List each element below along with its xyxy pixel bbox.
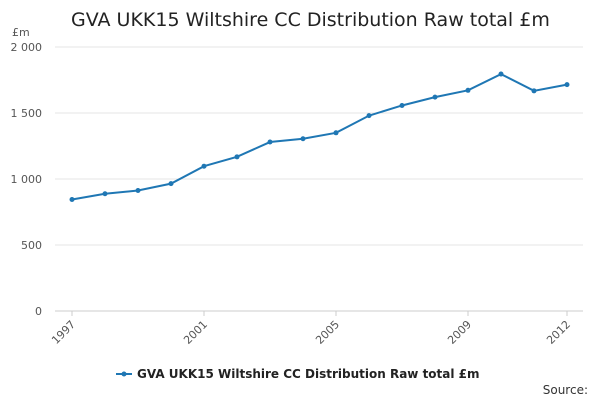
data-point-2006[interactable] [366,113,372,119]
y-tick-label: 1 500 [11,107,43,120]
y-axis-ticks: 0 500 1 000 1 500 2 000 [11,41,43,318]
data-point-2003[interactable] [267,139,273,145]
legend-label: GVA UKK15 Wiltshire CC Distribution Raw … [137,367,480,381]
legend-marker-swatch [121,371,127,377]
data-point-2004[interactable] [300,136,306,142]
x-tick-label: 2005 [313,318,342,347]
y-tick-label: 500 [21,239,42,252]
data-point-2002[interactable] [234,154,240,160]
y-tick-label: 1 000 [11,173,43,186]
data-point-2011[interactable] [531,88,537,94]
series-group [69,71,570,202]
chart-title: GVA UKK15 Wiltshire CC Distribution Raw … [71,9,550,31]
x-tick-label: 2001 [181,318,210,347]
data-point-2001[interactable] [201,163,207,169]
data-point-2010[interactable] [498,71,504,77]
data-point-2005[interactable] [333,130,339,136]
x-tick-label: 2012 [544,318,573,347]
y-axis-unit-label: £m [12,26,30,39]
y-tick-label: 0 [35,305,42,318]
data-point-1999[interactable] [135,187,141,193]
source-label[interactable]: Source: [543,383,588,397]
data-point-2000[interactable] [168,181,174,187]
data-point-1998[interactable] [102,191,108,197]
data-point-2007[interactable] [399,102,405,108]
x-tick-label: 1997 [49,318,78,347]
data-point-2009[interactable] [465,87,471,93]
data-point-2008[interactable] [432,94,438,100]
legend[interactable]: GVA UKK15 Wiltshire CC Distribution Raw … [116,367,480,381]
series-line[interactable] [71,72,568,201]
x-tick-label: 2009 [445,318,474,347]
gridlines [55,46,583,312]
y-tick-label: 2 000 [11,41,43,54]
data-point-2012[interactable] [564,82,570,88]
x-axis-ticks: 1997 2001 2005 2009 2012 [49,311,573,347]
data-point-1997[interactable] [69,196,75,202]
